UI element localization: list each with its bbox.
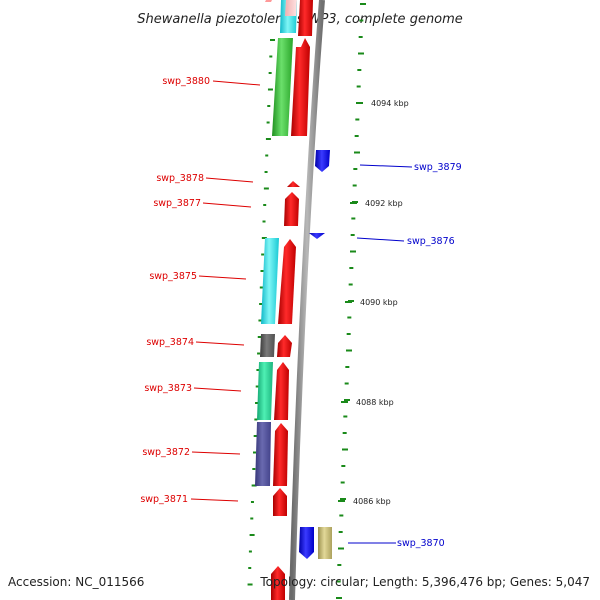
gene-arrow-swp_3877[interactable] (284, 192, 299, 226)
kbp-label-4088: 4088 kbp (356, 398, 394, 407)
gene-label-swp_3873[interactable]: swp_3873 (144, 383, 192, 394)
leader-line-swp_3872 (191, 451, 241, 455)
feature-top-pink (285, 0, 297, 16)
leader-line-swp_3879 (359, 164, 413, 168)
cog-bar-swp_3872[interactable] (255, 422, 271, 486)
gene-label-swp_3878[interactable]: swp_3878 (156, 173, 204, 184)
accession-text: Accession: NC_011566 (8, 575, 144, 589)
gene-label-swp_3874[interactable]: swp_3874 (146, 337, 194, 348)
feature-top-red (298, 0, 313, 36)
kbp-label-4086: 4086 kbp (353, 497, 391, 506)
cog-bar-swp_3880[interactable] (272, 38, 293, 136)
gene-arrow-swp_3876[interactable] (309, 233, 325, 239)
gene-label-swp_3880[interactable]: swp_3880 (162, 76, 210, 87)
gene-arrow-swp_3879[interactable] (315, 150, 330, 172)
leader-line-swp_3880 (212, 80, 261, 86)
leader-line-swp_3873 (193, 387, 242, 392)
gene-label-swp_3879[interactable]: swp_3879 (414, 162, 462, 173)
leader-line-swp_3876 (356, 237, 405, 242)
gene-label-swp_3877[interactable]: swp_3877 (153, 198, 201, 209)
cog-bar-swp_3874[interactable] (260, 334, 275, 357)
gene-label-swp_3870[interactable]: swp_3870 (397, 538, 445, 549)
gene-arrow-swp_3878[interactable] (287, 181, 300, 187)
kbp-label-4090: 4090 kbp (360, 298, 398, 307)
feature-top-stub (265, 0, 272, 2)
gene-label-swp_3875[interactable]: swp_3875 (149, 271, 197, 282)
gene-labels: swp_3880 swp_3879 swp_3878 swp_3877 swp_… (140, 76, 461, 549)
kbp-label-4092: 4092 kbp (365, 199, 403, 208)
chromosome-backbone (289, 0, 325, 600)
leader-line-swp_3878 (205, 177, 254, 183)
feature-bottom-red (271, 566, 285, 600)
gene-arrow-swp_3870[interactable] (299, 527, 314, 559)
gene-arrow-swp_3872[interactable] (273, 423, 288, 486)
leader-line-swp_3874 (195, 341, 245, 346)
gene-label-swp_3872[interactable]: swp_3872 (142, 447, 190, 458)
gene-arrow-swp_3871[interactable] (273, 488, 287, 516)
topology-text: Topology: circular; Length: 5,396,476 bp… (259, 575, 590, 589)
gene-arrow-swp_3873[interactable] (274, 362, 289, 420)
kbp-label-4094: 4094 kbp (371, 99, 409, 108)
leader-line-swp_3877 (202, 202, 252, 208)
kbp-ruler: 4094 kbp 4092 kbp 4090 kbp 4088 kbp 4086… (338, 99, 409, 506)
leader-line-swp_3875 (198, 275, 247, 280)
leader-line-swp_3871 (190, 498, 239, 502)
gene-label-swp_3876[interactable]: swp_3876 (407, 236, 455, 247)
gene-arrow-swp_3875[interactable] (278, 239, 296, 324)
gene-arrow-swp_3880[interactable] (291, 38, 310, 136)
gene-label-swp_3871[interactable]: swp_3871 (140, 494, 188, 505)
cog-bar-swp_3873[interactable] (257, 362, 273, 420)
cog-bar-swp_3875[interactable] (261, 238, 279, 324)
gene-arrow-swp_3874[interactable] (277, 335, 292, 357)
cog-bar-swp_3870[interactable] (318, 527, 332, 559)
leader-lines (190, 80, 413, 544)
